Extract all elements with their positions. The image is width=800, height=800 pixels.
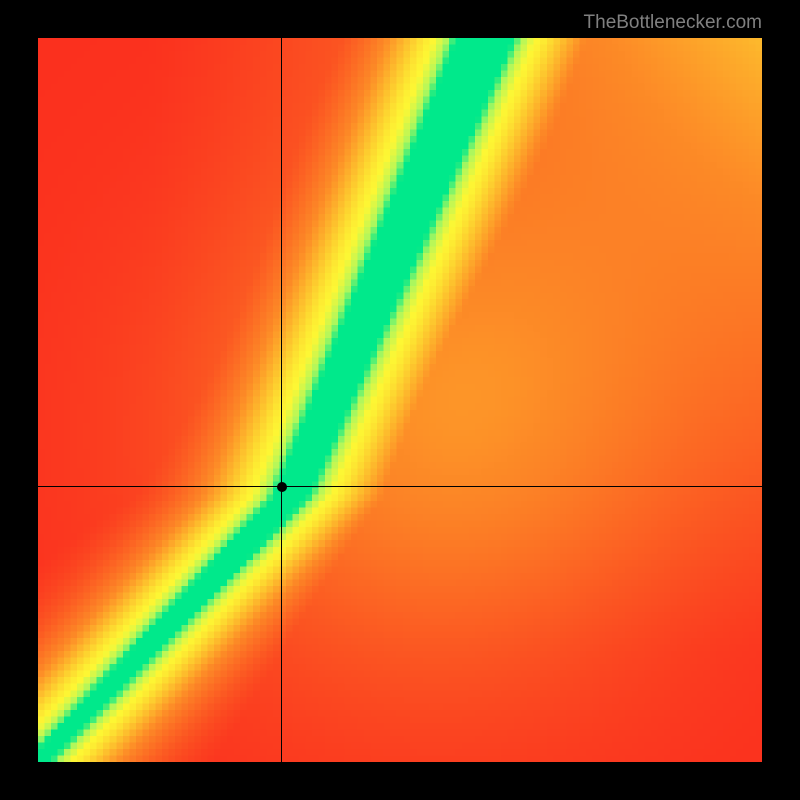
plot-area bbox=[38, 38, 762, 762]
crosshair-vertical bbox=[281, 38, 282, 762]
heatmap-canvas bbox=[38, 38, 762, 762]
crosshair-horizontal bbox=[38, 486, 762, 487]
watermark-text: TheBottlenecker.com bbox=[584, 12, 762, 34]
crosshair-marker bbox=[277, 482, 287, 492]
